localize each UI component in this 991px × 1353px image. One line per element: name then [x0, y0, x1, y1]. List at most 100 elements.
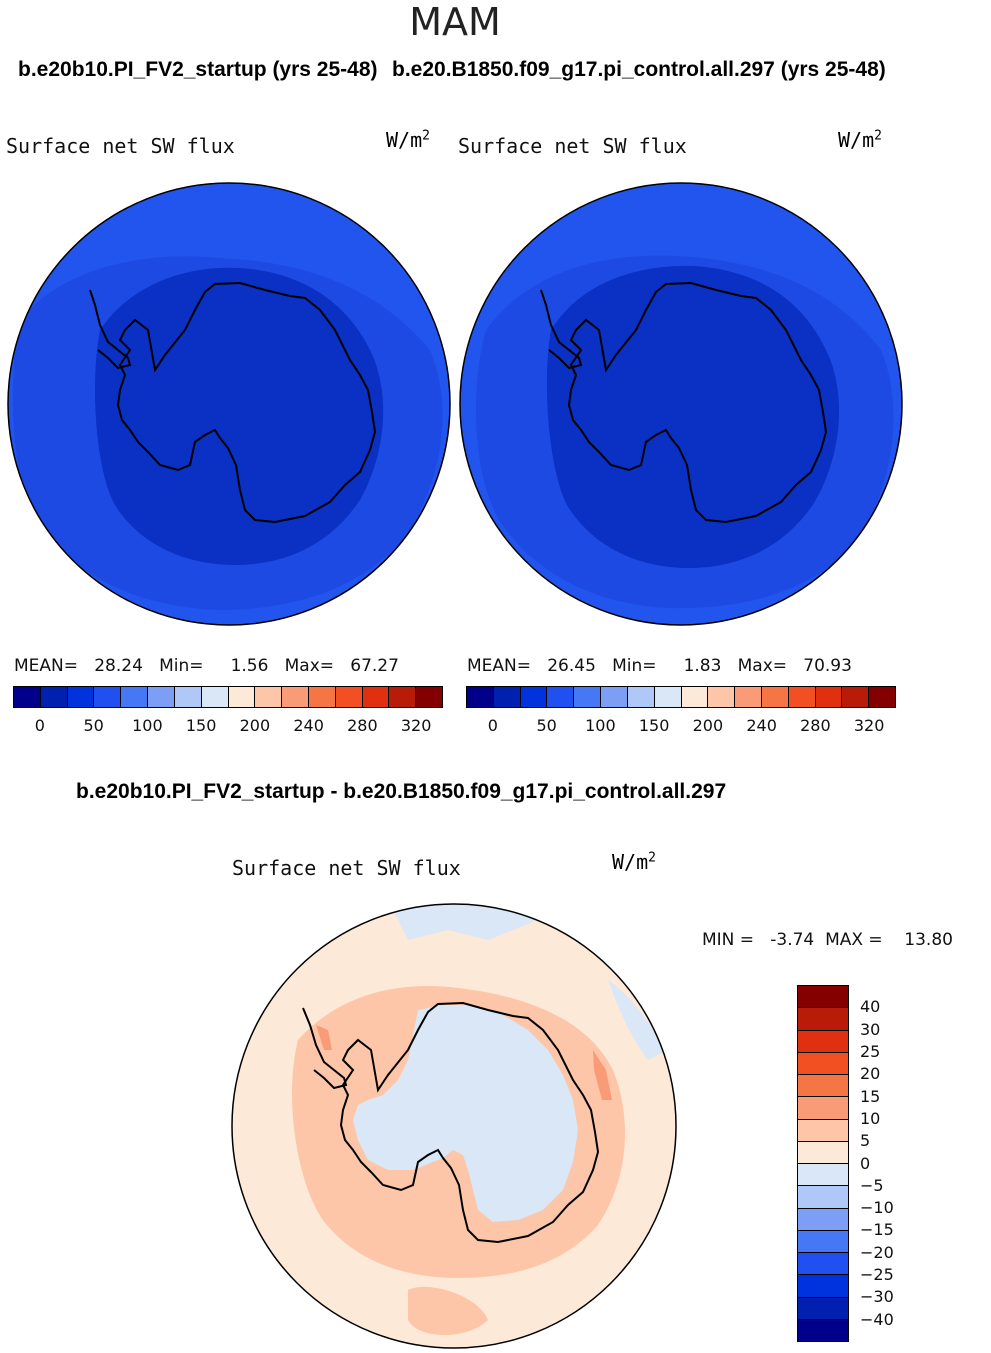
colorbar-swatch [148, 687, 175, 707]
colorbar-swatch [308, 687, 336, 707]
diff-map-positive-peak-west [316, 1025, 332, 1050]
diff-map-border [231, 903, 677, 1349]
colorbar-swatch [798, 1030, 848, 1053]
diff-max-label: MAX = [825, 930, 883, 950]
left-units-label: W/m2 [386, 128, 430, 152]
colorbar-swatch [174, 687, 202, 707]
colorbar-swatch [493, 687, 521, 707]
colorbar-swatch [788, 687, 816, 707]
difference-minmax: MIN = -3.74 MAX = 13.80 [702, 930, 953, 950]
diff-antarctica-coast [339, 1001, 600, 1244]
diff-map-negative-patch-top [388, 904, 538, 940]
colorbar-swatch [761, 687, 789, 707]
left-max-label: Max= [284, 656, 335, 676]
colorbar-swatch [121, 687, 149, 707]
right-units-label: W/m2 [838, 128, 882, 152]
colorbar-swatch [201, 687, 229, 707]
left-stats: MEAN= 28.24 Min= 1.56 Max= 67.27 [14, 656, 399, 676]
colorbar-swatch [681, 687, 709, 707]
colorbar-tick-label: 100 [585, 716, 616, 735]
left-polar-map [7, 182, 451, 626]
diff-min-label: MIN = [702, 930, 755, 950]
right-antarctica-coast [567, 281, 828, 524]
colorbar-swatch [798, 1253, 848, 1276]
left-mean-value: 28.24 [94, 656, 143, 676]
right-map-inner-field [546, 265, 840, 568]
colorbar-tick-label: −20 [860, 1242, 894, 1262]
colorbar-swatch [520, 687, 548, 707]
difference-units-label: W/m2 [612, 850, 656, 874]
colorbar-swatch [362, 687, 390, 707]
right-polar-map [459, 182, 903, 626]
left-mean-label: MEAN= [14, 656, 78, 676]
right-variable-label: Surface net SW flux [458, 134, 687, 158]
colorbar-swatch [282, 687, 309, 707]
colorbar-tick-label: 240 [293, 716, 324, 735]
diff-map-negative-patch-right [608, 980, 668, 1060]
colorbar-tick-label: 150 [638, 716, 670, 735]
left-map-inner-field [95, 267, 384, 565]
diff-map-negative-interior [353, 1005, 578, 1222]
colorbar-tick-label: 320 [400, 716, 432, 735]
right-antarctic-peninsula [540, 289, 583, 370]
colorbar-tick-label: 200 [239, 716, 271, 735]
right-mean-label: MEAN= [467, 656, 531, 676]
left-map-border [7, 182, 451, 626]
colorbar-swatch [574, 687, 602, 707]
colorbar-swatch [815, 687, 843, 707]
colorbar-swatch [467, 687, 494, 707]
left-antarctica-coast [116, 281, 377, 524]
colorbar-tick-label: 100 [132, 716, 163, 735]
diff-antarctic-peninsula [302, 1007, 348, 1090]
right-max-label: Max= [737, 656, 788, 676]
colorbar-tick-label: 30 [860, 1019, 881, 1039]
colorbar-tick-label: −15 [860, 1220, 894, 1240]
right-min-label: Min= [612, 656, 657, 676]
colorbar-swatch [869, 687, 895, 707]
colorbar-tick-label: 25 [860, 1041, 881, 1061]
colorbar-swatch [798, 1319, 848, 1341]
colorbar-tick-label: 150 [185, 716, 217, 735]
colorbar-tick-label: −5 [860, 1175, 884, 1195]
colorbar-swatch [798, 986, 848, 1009]
left-min-value: 1.56 [230, 656, 269, 676]
left-antarctic-peninsula [89, 289, 132, 370]
diff-max-value: 13.80 [904, 930, 953, 950]
colorbar-swatch [798, 1097, 848, 1120]
colorbar-swatch [798, 1119, 848, 1142]
colorbar-swatch [798, 1075, 848, 1098]
colorbar-swatch [14, 687, 41, 707]
colorbar-tick-label: 200 [692, 716, 724, 735]
difference-case-title: b.e20b10.PI_FV2_startup - b.e20.B1850.f0… [76, 780, 727, 803]
difference-polar-map [231, 903, 677, 1349]
colorbar-swatch [798, 1208, 848, 1231]
colorbar-tick-label: 0 [487, 716, 498, 735]
left-variable-label: Surface net SW flux [6, 134, 235, 158]
colorbar-tick-label: 5 [860, 1131, 871, 1151]
diff-map-positive-blob-bottom [408, 1286, 488, 1335]
season-title: MAM [409, 0, 501, 44]
colorbar-swatch [654, 687, 682, 707]
colorbar-tick-label: −10 [860, 1198, 894, 1218]
colorbar-swatch [335, 687, 363, 707]
colorbar-swatch [94, 687, 122, 707]
right-colorbar [466, 686, 896, 708]
colorbar-swatch [735, 687, 762, 707]
colorbar-tick-label: 280 [800, 716, 831, 735]
right-case-title: b.e20.B1850.f09_g17.pi_control.all.297 (… [392, 58, 886, 81]
colorbar-tick-label: 50 [536, 716, 557, 735]
diff-map-positive-peak-east [593, 1050, 612, 1100]
right-map-border [459, 182, 903, 626]
colorbar-tick-label: 40 [860, 997, 881, 1017]
colorbar-swatch [842, 687, 870, 707]
colorbar-swatch [228, 687, 256, 707]
colorbar-tick-label: 15 [860, 1086, 881, 1106]
right-min-value: 1.83 [683, 656, 722, 676]
diff-min-value: -3.74 [770, 930, 815, 950]
colorbar-swatch [798, 1297, 848, 1320]
colorbar-swatch [798, 1141, 848, 1164]
right-stats: MEAN= 26.45 Min= 1.83 Max= 70.93 [467, 656, 852, 676]
colorbar-tick-label: −30 [860, 1287, 894, 1307]
colorbar-tick-label: 280 [347, 716, 378, 735]
colorbar-tick-label: 320 [853, 716, 885, 735]
